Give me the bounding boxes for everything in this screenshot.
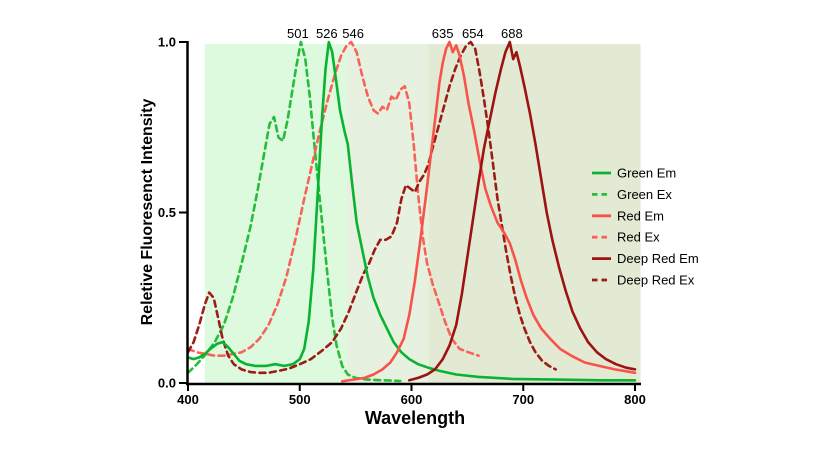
y-axis-label: Reletive Fluoresenct Intensity	[139, 99, 156, 326]
x-tick-label: 600	[401, 392, 423, 407]
x-tick-label: 500	[289, 392, 311, 407]
x-axis-ticks: 400 500 600 700 800	[177, 384, 646, 407]
spectra-curves	[186, 40, 637, 383]
peak-label: 546	[342, 26, 364, 41]
legend-label-deep-red-ex: Deep Red Ex	[617, 273, 695, 288]
x-tick-label: 700	[512, 392, 534, 407]
series-red-em-curve	[340, 40, 637, 383]
legend: Green Em Green Ex Red Em Red Ex Deep Red Em D…	[592, 166, 699, 288]
peak-label: 526	[316, 26, 338, 41]
x-axis-label: Wavelength	[365, 408, 465, 428]
series-green-em-curve	[186, 40, 637, 382]
series-red-ex-curve	[186, 40, 480, 357]
legend-label-red-ex: Red Ex	[617, 230, 660, 245]
y-axis-ticks: 0.0 0.5 1.0	[158, 35, 187, 391]
x-tick-label: 400	[177, 392, 199, 407]
legend-label-red-em: Red Em	[617, 208, 664, 223]
series-deep-red-em-curve	[408, 40, 637, 382]
peak-label: 635	[432, 26, 454, 41]
series-green-ex-curve	[186, 40, 402, 383]
peak-label: 501	[287, 26, 309, 41]
peak-label: 688	[501, 26, 523, 41]
peak-annotations: 501 526 546 635 654 688	[287, 26, 523, 41]
x-tick-label: 800	[624, 392, 646, 407]
filter-band	[428, 44, 641, 384]
y-tick-label: 1.0	[158, 35, 176, 50]
series-deep-red-ex-curve	[186, 40, 557, 375]
y-tick-label: 0.5	[158, 205, 176, 220]
y-tick-label: 0.0	[158, 376, 176, 391]
filter-band	[346, 44, 429, 384]
legend-label-green-ex: Green Ex	[617, 187, 672, 202]
legend-label-deep-red-em: Deep Red Em	[617, 251, 699, 266]
legend-label-green-em: Green Em	[617, 166, 676, 181]
peak-label: 654	[462, 26, 484, 41]
filter-band	[204, 44, 347, 384]
